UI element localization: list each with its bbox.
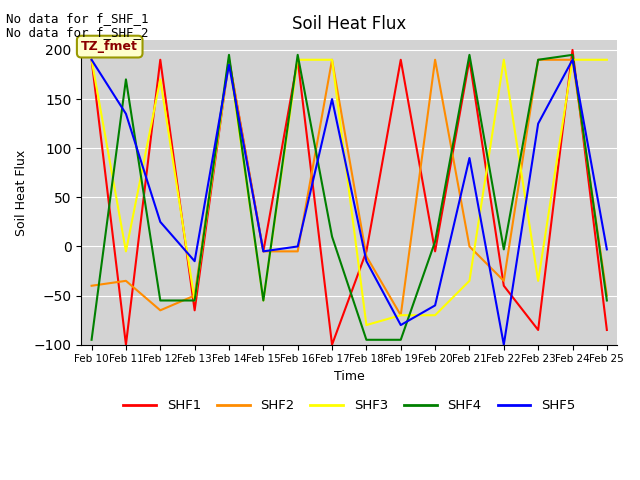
- SHF4: [569, 52, 577, 58]
- Text: No data for f_SHF_2: No data for f_SHF_2: [6, 26, 149, 39]
- SHF5: [225, 62, 233, 68]
- SHF2: [294, 249, 301, 254]
- X-axis label: Time: Time: [334, 370, 365, 383]
- SHF1: [500, 283, 508, 288]
- SHF2: [122, 278, 130, 284]
- SHF5: [259, 249, 267, 254]
- SHF4: [362, 337, 370, 343]
- SHF2: [225, 57, 233, 63]
- SHF4: [328, 234, 336, 240]
- SHF1: [294, 57, 301, 63]
- SHF3: [500, 57, 508, 63]
- SHF3: [88, 57, 95, 63]
- SHF3: [225, 57, 233, 63]
- SHF5: [500, 342, 508, 348]
- SHF4: [122, 76, 130, 82]
- SHF2: [534, 57, 542, 63]
- SHF2: [603, 293, 611, 299]
- SHF4: [294, 52, 301, 58]
- SHF1: [122, 342, 130, 348]
- SHF5: [88, 57, 95, 63]
- SHF1: [259, 249, 267, 254]
- SHF3: [294, 57, 301, 63]
- SHF3: [122, 249, 130, 254]
- SHF2: [191, 293, 198, 299]
- SHF1: [225, 57, 233, 63]
- SHF1: [534, 327, 542, 333]
- SHF3: [603, 57, 611, 63]
- SHF5: [466, 155, 474, 161]
- SHF3: [569, 57, 577, 63]
- SHF1: [603, 327, 611, 333]
- SHF4: [466, 52, 474, 58]
- SHF1: [328, 342, 336, 348]
- SHF4: [259, 298, 267, 303]
- Line: SHF3: SHF3: [92, 60, 607, 325]
- SHF2: [397, 312, 404, 318]
- SHF1: [431, 249, 439, 254]
- SHF5: [191, 258, 198, 264]
- SHF3: [156, 76, 164, 82]
- SHF5: [328, 96, 336, 102]
- SHF1: [397, 57, 404, 63]
- SHF2: [500, 278, 508, 284]
- SHF4: [500, 247, 508, 252]
- SHF4: [156, 298, 164, 303]
- SHF5: [569, 57, 577, 63]
- SHF3: [534, 278, 542, 284]
- SHF2: [362, 253, 370, 259]
- SHF2: [156, 307, 164, 313]
- SHF1: [156, 57, 164, 63]
- SHF3: [191, 298, 198, 303]
- SHF5: [534, 121, 542, 127]
- SHF3: [328, 57, 336, 63]
- SHF5: [294, 243, 301, 249]
- SHF4: [431, 239, 439, 244]
- SHF3: [431, 312, 439, 318]
- SHF1: [569, 47, 577, 53]
- Text: No data for f_SHF_1: No data for f_SHF_1: [6, 12, 149, 25]
- SHF4: [534, 57, 542, 63]
- Legend: SHF1, SHF2, SHF3, SHF4, SHF5: SHF1, SHF2, SHF3, SHF4, SHF5: [118, 394, 580, 418]
- SHF2: [328, 57, 336, 63]
- Title: Soil Heat Flux: Soil Heat Flux: [292, 15, 406, 33]
- SHF4: [603, 298, 611, 303]
- SHF2: [569, 57, 577, 63]
- SHF5: [431, 302, 439, 308]
- SHF2: [88, 283, 95, 288]
- SHF1: [466, 57, 474, 63]
- Line: SHF4: SHF4: [92, 55, 607, 340]
- SHF5: [362, 258, 370, 264]
- Line: SHF2: SHF2: [92, 60, 607, 315]
- SHF4: [191, 298, 198, 303]
- Text: TZ_fmet: TZ_fmet: [81, 40, 138, 53]
- SHF4: [225, 52, 233, 58]
- SHF5: [156, 219, 164, 225]
- SHF5: [603, 247, 611, 252]
- SHF5: [122, 111, 130, 117]
- SHF3: [466, 278, 474, 284]
- SHF4: [397, 337, 404, 343]
- Line: SHF1: SHF1: [92, 50, 607, 345]
- SHF5: [397, 322, 404, 328]
- SHF3: [259, 298, 267, 303]
- Y-axis label: Soil Heat Flux: Soil Heat Flux: [15, 149, 28, 236]
- SHF2: [259, 249, 267, 254]
- SHF1: [362, 249, 370, 254]
- SHF1: [191, 307, 198, 313]
- SHF3: [362, 322, 370, 328]
- SHF4: [88, 337, 95, 343]
- SHF3: [397, 312, 404, 318]
- Line: SHF5: SHF5: [92, 60, 607, 345]
- SHF2: [431, 57, 439, 63]
- SHF2: [466, 243, 474, 249]
- SHF1: [88, 57, 95, 63]
